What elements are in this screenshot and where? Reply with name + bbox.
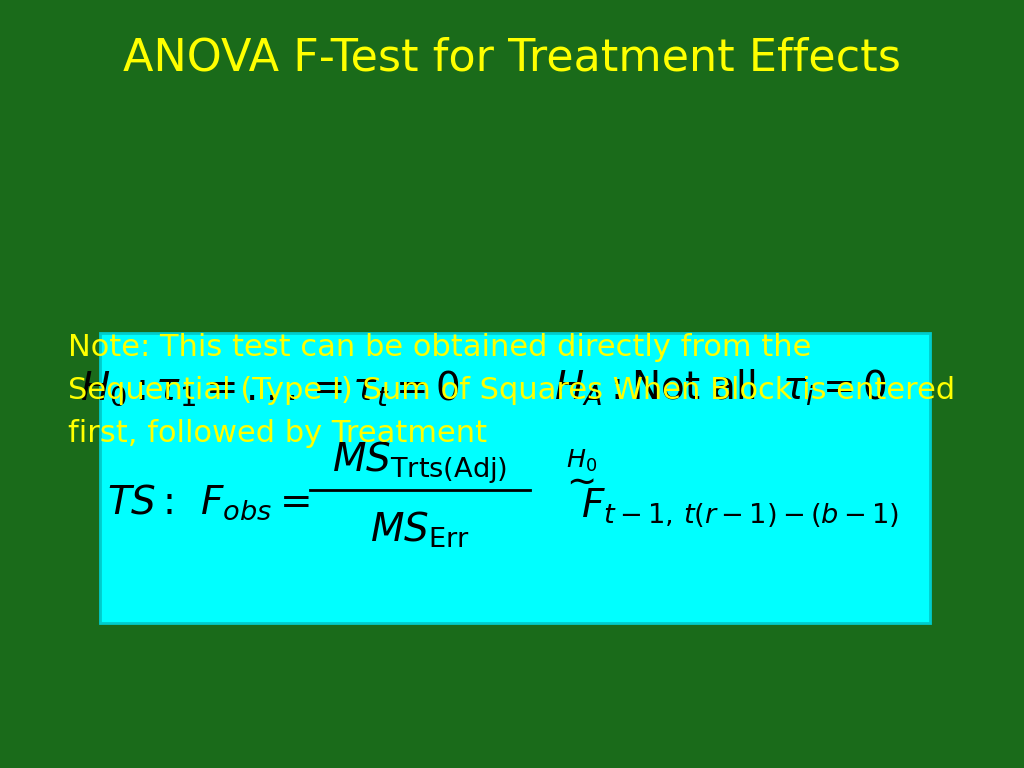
FancyBboxPatch shape xyxy=(100,333,930,623)
Text: $F_{t-1,\,t(r-1)-(b-1)}$: $F_{t-1,\,t(r-1)-(b-1)}$ xyxy=(581,486,899,530)
Text: $MS_{\rm Trts(Adj)}$: $MS_{\rm Trts(Adj)}$ xyxy=(333,439,508,486)
Text: $H_0 : \tau_1 = ... = \tau_t = 0$: $H_0 : \tau_1 = ... = \tau_t = 0$ xyxy=(80,368,460,408)
Text: $F_{obs} =$: $F_{obs} =$ xyxy=(201,484,310,522)
Text: $TS :$: $TS :$ xyxy=(106,484,173,522)
Text: $\overset{H_0}{\sim}$: $\overset{H_0}{\sim}$ xyxy=(559,466,597,500)
Text: Note: This test can be obtained directly from the
Sequential (Type I) Sum of Squ: Note: This test can be obtained directly… xyxy=(68,333,955,448)
Text: ANOVA F-Test for Treatment Effects: ANOVA F-Test for Treatment Effects xyxy=(123,37,901,80)
Text: $MS_{\rm Err}$: $MS_{\rm Err}$ xyxy=(370,510,470,550)
Text: $H_A : \mathrm{Not\ all}\ \ \tau_i = 0$: $H_A : \mathrm{Not\ all}\ \ \tau_i = 0$ xyxy=(554,368,886,408)
